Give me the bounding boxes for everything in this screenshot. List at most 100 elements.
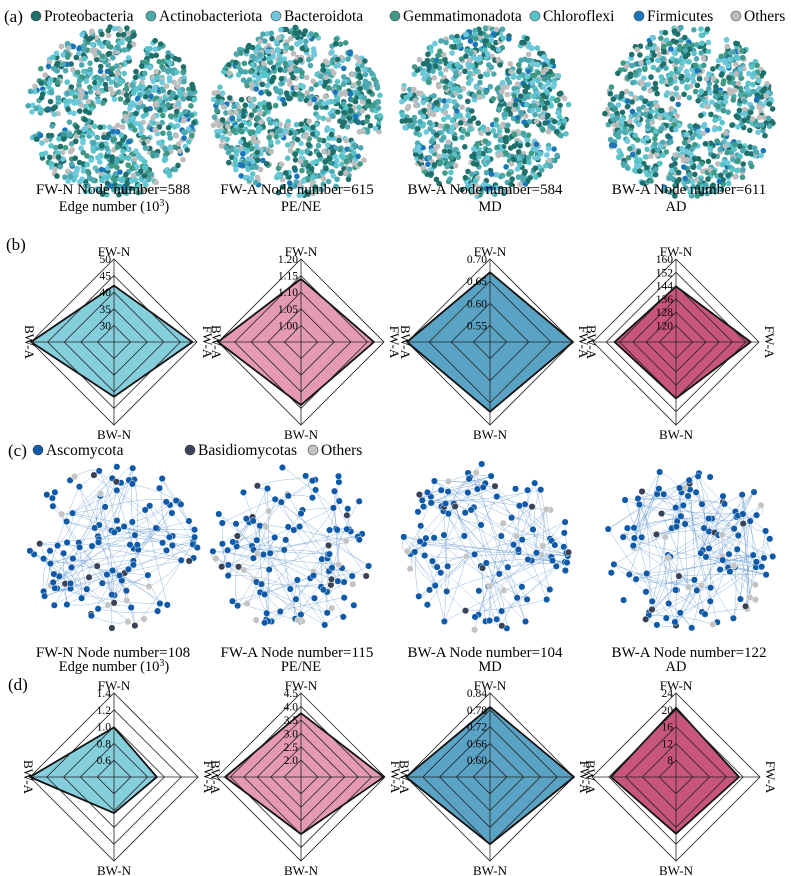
panel-a-legend-label-1: Actinobacteriota — [159, 8, 262, 25]
panel-b-radar-0-grid — [30, 258, 198, 426]
panel-a-network-0 — [25, 24, 199, 198]
panel-d-radar-0-axis-label-bottom: BW-N — [97, 863, 132, 876]
panel-d-radar-3-tick-label-0: 8 — [667, 755, 673, 767]
panel-b-radar-1-title: PE/NE — [281, 199, 321, 215]
panel-b-radar-3-tick-label-3: 144 — [656, 281, 674, 293]
panel-b-radar-3-tick-label-1: 128 — [656, 307, 674, 319]
panel-c-network-2 — [400, 460, 573, 634]
panel-a-legend-marker-6 — [730, 10, 742, 22]
panel-d-radar-3-tick-label-1: 12 — [662, 738, 674, 750]
panel-d-radar-2-axis-label-top: FW-N — [474, 678, 507, 693]
panel-label-a: (a) — [4, 7, 23, 26]
panel-d-radar-1-title: PE/NE — [281, 659, 321, 675]
panel-d-radar-0-tick-label-2: 1.0 — [97, 722, 112, 734]
panel-a-legend-marker-1 — [145, 10, 157, 22]
panel-b-radar-2-tick-label-0: 0.55 — [467, 320, 487, 332]
panel-c-legend-label-1: Basidiomycotas — [198, 442, 297, 459]
panel-a-network-1 — [210, 24, 384, 199]
panel-a-legend-marker-5 — [633, 10, 645, 22]
panel-b-radar-3-grid — [592, 258, 760, 426]
panel-d-radar-0: Edge number (103) 0.6 0.8 1.0 1.2 1.4FW-N BW-N… — [21, 658, 216, 876]
panel-d-radar-1-axis-label-top: FW-N — [285, 678, 318, 693]
panel-c-legend-marker-2 — [307, 444, 319, 456]
panel-d-radar-2-axis-label-bottom: BW-N — [473, 863, 508, 876]
panel-d-radar-0-grid — [29, 692, 199, 862]
panel-b-radar-0-tick-label-1: 35 — [100, 304, 112, 316]
panel-d-radar-0-title: Edge number (103) — [59, 658, 170, 676]
panel-d-radar-1-tick-label-4: 4.0 — [284, 701, 299, 713]
panel-b-radar-0-title: Edge number (103) — [59, 198, 170, 216]
panel-b-radar-1-axis-label-right: FW-A — [387, 326, 402, 359]
panel-b-radar-1-tick-label-1: 1.05 — [278, 304, 298, 316]
panel-a-network-3-nodes — [602, 24, 776, 199]
panel-d-radar-0-tick-label-1: 0.8 — [97, 738, 112, 750]
panel-d-radar-1: PE/NE 2.02.5 3.03.5 4.04.5FW-N BW-N FW-A BW-A — [208, 659, 403, 876]
panel-d-radar-3-tick-label-3: 20 — [662, 705, 674, 717]
panel-c-network-1-nodes — [209, 463, 373, 629]
panel-b-radar-0-tick-label-4: 50 — [100, 254, 112, 266]
panel-c-legend-marker-1 — [184, 444, 196, 456]
panel-a-network-0-nodes — [25, 24, 199, 198]
panel-d-radar-0-tick-label-0: 0.6 — [97, 755, 112, 767]
panel-a-legend-marker-2 — [270, 10, 282, 22]
panel-a-legend-label-5: Firmicutes — [647, 8, 713, 25]
panel-b-radar-3-tick-label-5: 160 — [656, 254, 674, 266]
panel-d-radar-1-axis-label-right: FW-A — [388, 761, 403, 794]
panel-a-legend-label-3: Gemmatimonadota — [403, 8, 522, 25]
panel-d-radar-2-grid — [405, 692, 575, 862]
panel-b-radar-2-grid — [406, 258, 574, 426]
panel-a-network-2-nodes — [399, 25, 572, 200]
panel-d-radar-1-tick-label-2: 3.0 — [284, 728, 299, 740]
panel-b-radar-3-axis-label-bottom: BW-N — [659, 427, 694, 442]
panel-d-radar-0-axis-label-left: BW-A — [21, 760, 36, 795]
panel-c-network-0-nodes — [26, 463, 201, 632]
panel-a-network-caption-1: FW-A Node number=615 — [220, 182, 373, 198]
panel-d-radar-1-tick-label-3: 3.5 — [284, 715, 299, 727]
panel-d-radar-3-title: AD — [666, 659, 687, 675]
panel-d-radar-3-axis-label-left: BW-A — [583, 760, 598, 795]
panel-b-radar-3-tick-label-4: 152 — [656, 267, 674, 279]
panel-b-radar-1-axis-label-bottom: BW-N — [284, 427, 319, 442]
panel-d-radar-2-axis-label-right: FW-A — [577, 761, 592, 794]
panel-a-legend-label-2: Bacteroidota — [284, 8, 363, 25]
panel-b-radar-3-axis-label-right: FW-A — [762, 326, 777, 359]
panel-b-radar-2-tick-label-3: 0.70 — [467, 254, 487, 266]
panel-b-radar-3-tick-label-0: 120 — [656, 320, 674, 332]
panel-d-radar-3-grid — [591, 692, 761, 862]
panel-c-network-3-nodes — [604, 468, 777, 632]
panel-d-radar-1-tick-label-1: 2.5 — [284, 742, 299, 754]
panel-c-legend-label-2: Others — [321, 442, 362, 459]
panel-c-network-caption-1: FW-A Node number=115 — [221, 645, 374, 661]
panel-b-radar-1-axis-label-left: BW-A — [209, 325, 224, 360]
panel-d-radar-1-data-polygon — [224, 712, 385, 835]
panel-c-network-0 — [26, 463, 201, 632]
panel-a-legend-marker-3 — [389, 10, 401, 22]
panel-d-radar-2-tick-label-1: 0.66 — [467, 738, 487, 750]
panel-c-network-1 — [209, 463, 373, 629]
panel-c-legend-marker-0 — [32, 444, 44, 456]
panel-label-c: (c) — [8, 441, 27, 460]
panel-d-radar-1-axis-label-bottom: BW-N — [284, 863, 319, 876]
panel-d-radar-2-axis-label-left: BW-A — [397, 760, 412, 795]
panel-d-radar-3-tick-label-4: 24 — [662, 688, 674, 700]
panel-d-radar-1-tick-label-0: 2.0 — [284, 755, 299, 767]
panel-b-radar-1-tick-label-4: 1.20 — [278, 254, 298, 266]
panel-b-radar-0-tick-label-2: 40 — [100, 287, 112, 299]
panel-d-radar-0-axis-label-top: FW-N — [98, 678, 131, 693]
panel-b-radar-3-title: AD — [666, 199, 687, 215]
panel-a-legend: Proteobacteria Actinobacteriota Bacteroido… — [30, 8, 785, 25]
panel-c-network-caption-3: BW-A Node number=122 — [611, 645, 766, 661]
panel-d-radar-0-axis-label-right: FW-A — [201, 761, 216, 794]
panel-label-b: (b) — [6, 235, 26, 254]
panel-b-radar-1-tick-label-2: 1.10 — [278, 287, 298, 299]
panel-a-network-1-nodes — [210, 24, 384, 199]
panel-c-network-caption-2: BW-A Node number=104 — [407, 645, 563, 661]
panel-b-radar-2-tick-label-2: 0.65 — [467, 276, 487, 288]
